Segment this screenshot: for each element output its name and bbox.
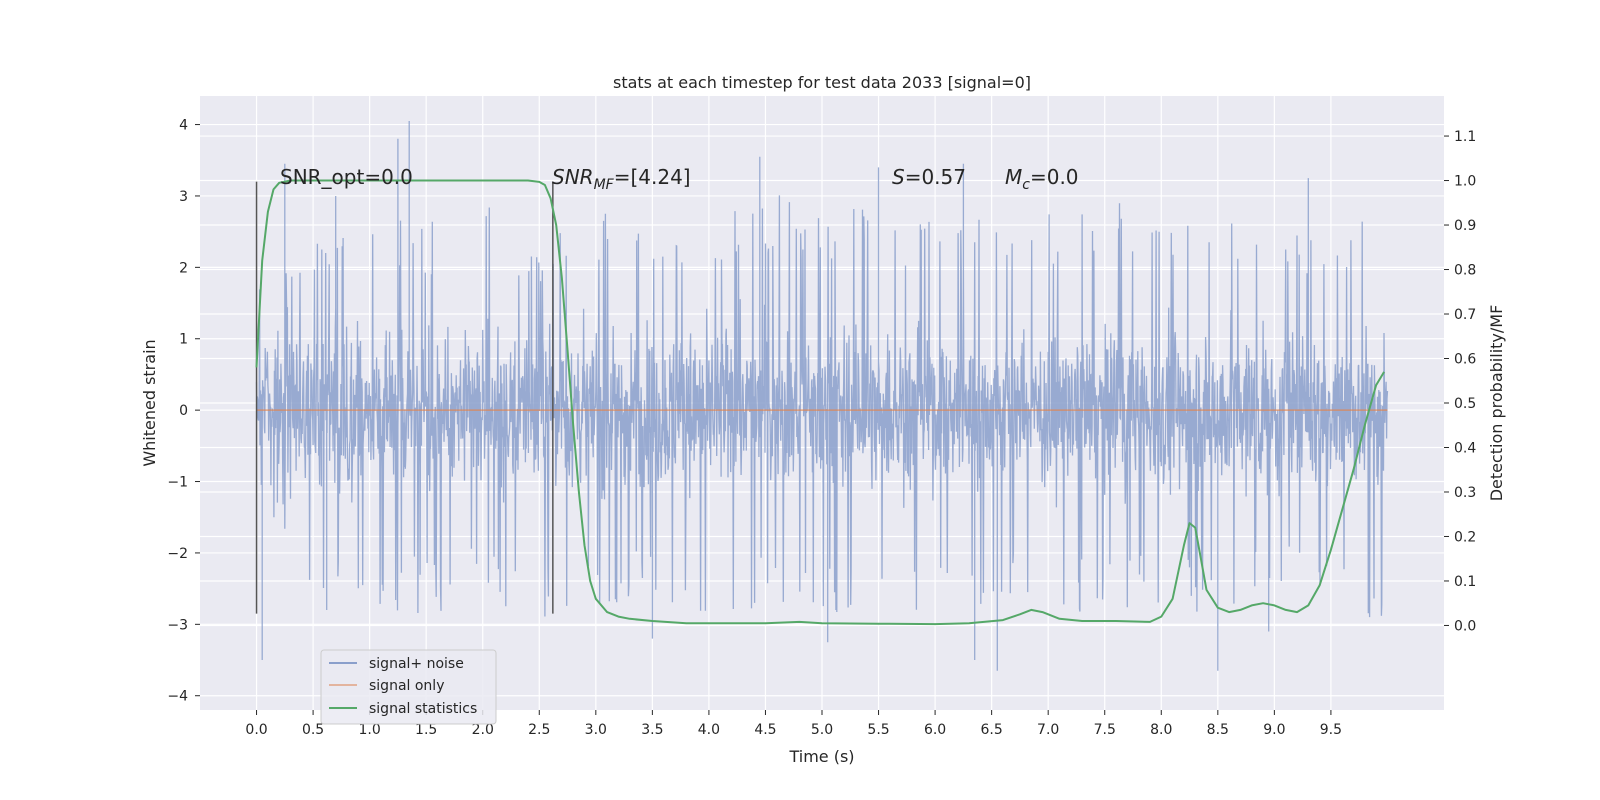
y-right-tick-label: 0.9 xyxy=(1454,218,1476,234)
y-left-tick-label: −1 xyxy=(167,475,188,491)
y-right-tick-label: 0.1 xyxy=(1454,574,1476,590)
x-tick-label: 7.5 xyxy=(1094,722,1116,738)
y-left-tick-label: −3 xyxy=(167,617,188,633)
y-left-tick-label: 3 xyxy=(179,189,188,205)
legend-entry-signal-noise: signal+ noise xyxy=(369,656,464,672)
line-signal-noise xyxy=(255,121,1389,671)
legend-entry-signal-only: signal only xyxy=(369,678,444,694)
x-tick-label: 3.5 xyxy=(641,722,663,738)
x-tick-label: 5.5 xyxy=(867,722,889,738)
x-tick-label: 0.5 xyxy=(302,722,324,738)
y-left-tick-label: 4 xyxy=(179,118,188,134)
y-left-tick-label: 1 xyxy=(179,332,188,348)
x-tick-label: 4.0 xyxy=(698,722,720,738)
y-right-tick-label: 0.6 xyxy=(1454,352,1476,368)
annotation-snr-mf: SNRMF=[4.24] xyxy=(552,165,691,193)
x-tick-label: 0.0 xyxy=(245,722,267,738)
x-axis-ticks: 0.0 0.5 1.0 1.5 2.0 2.5 3.0 3.5 4.0 4.5 5.0 5.5 6.0 6… xyxy=(245,710,1342,738)
y-left-tick-label: 0 xyxy=(179,403,188,419)
x-tick-label: 8.5 xyxy=(1207,722,1229,738)
y-right-tick-label: 0.4 xyxy=(1454,440,1476,456)
y-axis-right-label: Detection probability/MF xyxy=(1487,305,1506,502)
x-tick-label: 2.5 xyxy=(528,722,550,738)
y-axis-left-ticks: −4 −3 −2 −1 0 1 2 3 4 xyxy=(167,118,200,705)
y-axis-right-ticks: 0.0 0.1 0.2 0.3 0.4 0.5 0.6 0.7 0.8 0.9 1.0 1.1 xyxy=(1444,129,1476,634)
x-tick-label: 5.0 xyxy=(811,722,833,738)
y-right-tick-label: 1.1 xyxy=(1454,129,1476,145)
y-right-tick-label: 0.2 xyxy=(1454,529,1476,545)
x-tick-label: 9.5 xyxy=(1320,722,1342,738)
x-tick-label: 8.0 xyxy=(1150,722,1172,738)
series-signal-statistics xyxy=(255,179,1385,626)
y-right-tick-label: 0.3 xyxy=(1454,485,1476,501)
x-tick-label: 4.5 xyxy=(754,722,776,738)
x-tick-label: 2.0 xyxy=(472,722,494,738)
y-right-tick-label: 0.8 xyxy=(1454,263,1476,279)
x-tick-label: 7.0 xyxy=(1037,722,1059,738)
annotation-s: S=0.57 xyxy=(892,165,966,189)
annotation-snr-opt: SNR_opt=0.0 xyxy=(280,165,413,189)
x-tick-label: 6.5 xyxy=(981,722,1003,738)
x-axis-label: Time (s) xyxy=(788,747,854,766)
y-left-tick-label: −4 xyxy=(167,689,188,705)
y-right-tick-label: 1.0 xyxy=(1454,174,1476,190)
x-tick-label: 9.0 xyxy=(1263,722,1285,738)
x-tick-label: 1.0 xyxy=(359,722,381,738)
series-signal-noise xyxy=(255,121,1389,671)
x-tick-label: 3.0 xyxy=(585,722,607,738)
legend: signal+ noise signal only signal statist… xyxy=(320,649,497,725)
annotations: SNR_opt=0.0 SNRMF=[4.24] S=0.57 Mc=0.0 xyxy=(280,165,1079,193)
y-right-tick-label: 0.0 xyxy=(1454,618,1476,634)
x-tick-label: 6.0 xyxy=(924,722,946,738)
line-signal-statistics xyxy=(255,179,1385,626)
chart-title: stats at each timestep for test data 203… xyxy=(613,73,1031,92)
legend-box xyxy=(320,649,497,725)
annotation-mc: Mc=0.0 xyxy=(1005,165,1079,193)
y-left-tick-label: 2 xyxy=(179,260,188,276)
y-left-tick-label: −2 xyxy=(167,546,188,562)
y-right-tick-label: 0.7 xyxy=(1454,307,1476,323)
y-right-tick-label: 0.5 xyxy=(1454,396,1476,412)
legend-entry-signal-statistics: signal statistics xyxy=(369,701,477,717)
y-axis-left-label: Whitened strain xyxy=(140,339,159,466)
x-tick-label: 1.5 xyxy=(415,722,437,738)
vertical-markers xyxy=(255,181,554,614)
